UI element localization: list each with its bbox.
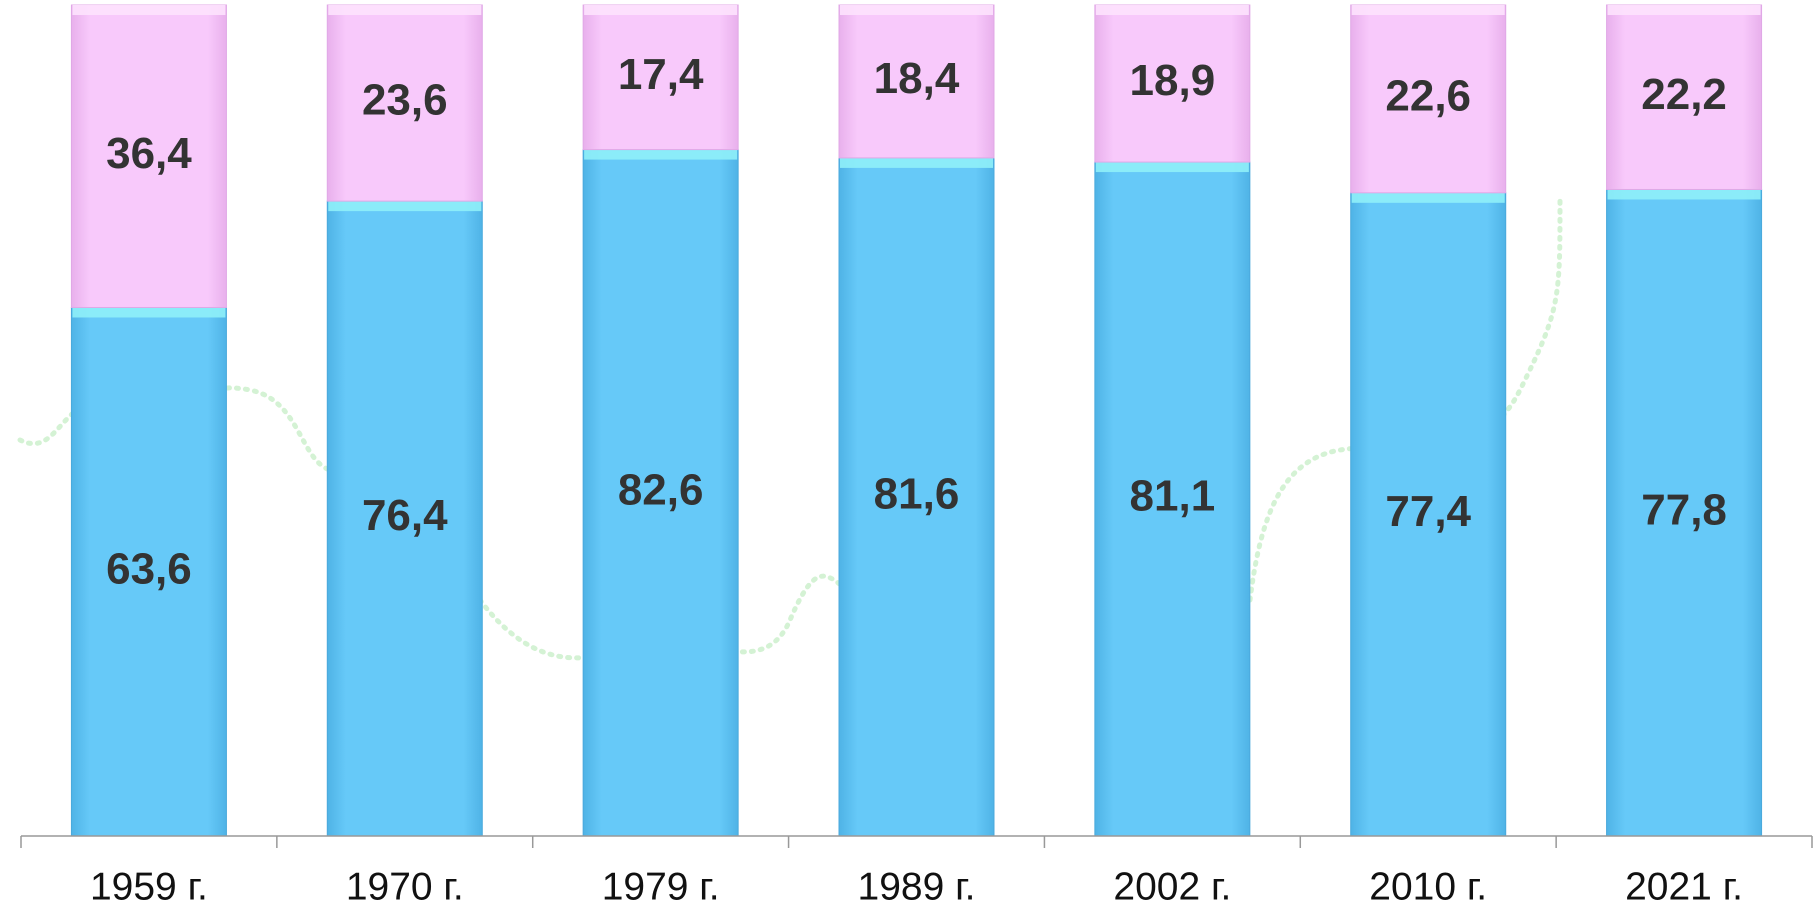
data-label: 77,4 [1385, 487, 1471, 536]
data-label: 23,6 [362, 76, 448, 125]
x-tick-label: 1989 г. [858, 865, 976, 908]
data-label: 81,6 [874, 470, 960, 519]
bar-segment [326, 4, 483, 202]
data-label: 18,4 [874, 54, 960, 103]
bar-segment [70, 306, 227, 837]
bar-top-bevel [584, 5, 738, 15]
data-label: 36,4 [106, 129, 192, 178]
bar-top-bevel [328, 201, 482, 212]
data-label: 22,6 [1385, 72, 1471, 121]
bar-top-bevel [72, 307, 226, 318]
bar-segment [1350, 4, 1507, 194]
bar-top-bevel [840, 157, 993, 168]
bar-segment [1606, 188, 1763, 837]
data-label: 22,2 [1641, 70, 1727, 119]
x-tick-label: 2002 г. [1113, 865, 1231, 908]
bar-top-bevel [72, 5, 226, 15]
data-label: 82,6 [618, 465, 704, 514]
bar-top-bevel [328, 5, 482, 15]
bar-segment [70, 4, 227, 308]
bar-top-bevel [584, 149, 738, 160]
bar-segment [582, 4, 739, 151]
x-tick-label: 1959 г. [90, 865, 208, 908]
data-label: 77,8 [1641, 485, 1727, 534]
x-tick-label: 2021 г. [1625, 865, 1743, 908]
data-label: 18,9 [1130, 56, 1216, 105]
bar-top-bevel [1095, 5, 1249, 15]
bar-top-bevel [1607, 189, 1761, 200]
bar-segment [326, 200, 483, 837]
bar-segment [838, 157, 995, 837]
bar-top-bevel [1095, 162, 1249, 173]
bar-top-bevel [1351, 5, 1505, 15]
data-label: 76,4 [362, 491, 448, 540]
bar-segment [1350, 192, 1507, 837]
bar-segment [838, 4, 995, 159]
data-label: 17,4 [618, 50, 704, 99]
bar-segment [1094, 161, 1251, 837]
decoration [17, 385, 333, 473]
bar-top-bevel [840, 5, 993, 15]
data-label: 81,1 [1130, 472, 1216, 521]
bar-segment [1606, 4, 1763, 190]
bar-top-bevel [1607, 5, 1761, 15]
x-tick-label: 1979 г. [602, 865, 720, 908]
data-label: 63,6 [106, 544, 192, 593]
bar-top-bevel [1351, 192, 1505, 203]
x-tick-label: 1970 г. [346, 865, 464, 908]
bar-segment [582, 149, 739, 837]
x-tick-label: 2010 г. [1369, 865, 1487, 908]
